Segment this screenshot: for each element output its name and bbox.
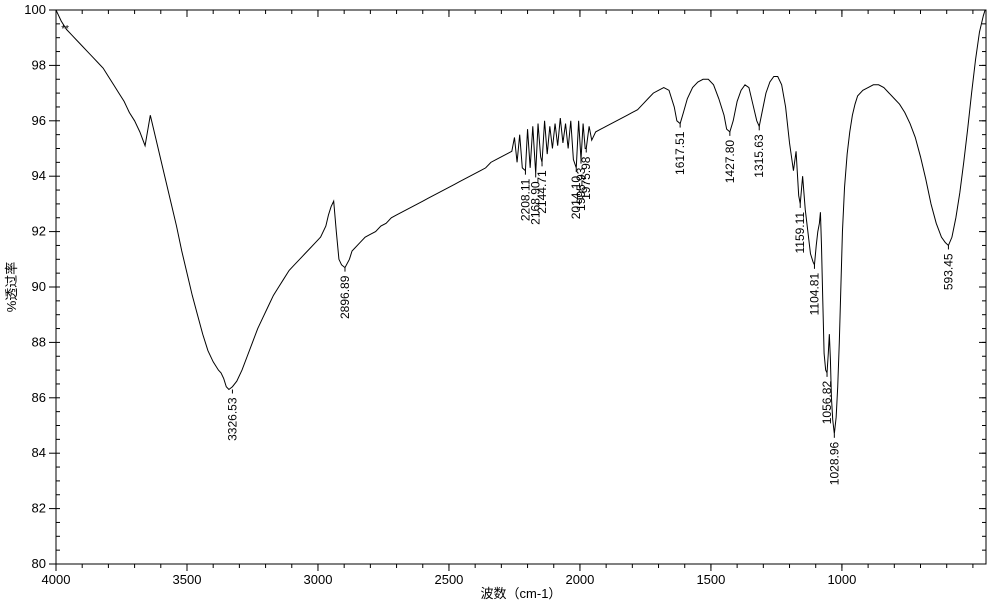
x-tick-label: 2500 <box>434 572 463 587</box>
peak-label: 3326.53 <box>225 397 239 441</box>
y-tick-label: 84 <box>32 445 46 460</box>
x-tick-label: 2000 <box>565 572 594 587</box>
peak-label: 2896.89 <box>338 275 352 319</box>
peak-label: 1104.81 <box>807 273 821 316</box>
y-tick-label: 98 <box>32 57 46 72</box>
peak-label: 1975.98 <box>579 156 593 200</box>
peak-label: 2144.71 <box>535 170 549 214</box>
peak-label: 1159.11 <box>793 212 807 254</box>
x-tick-label: 3000 <box>304 572 333 587</box>
peak-label: 593.45 <box>941 253 955 290</box>
peak-label: 1427.80 <box>723 140 737 184</box>
y-tick-label: 82 <box>32 501 46 516</box>
peak-label: 1617.51 <box>673 131 687 175</box>
plot-border <box>56 10 986 564</box>
peak-label: 1315.63 <box>752 134 766 178</box>
x-tick-label: 1000 <box>827 572 856 587</box>
y-tick-label: 92 <box>32 224 46 239</box>
x-tick-label: 3500 <box>173 572 202 587</box>
y-tick-label: 90 <box>32 279 46 294</box>
x-tick-label: 1500 <box>696 572 725 587</box>
marker-asterisk: ** <box>61 24 69 35</box>
y-tick-label: 88 <box>32 334 46 349</box>
x-tick-label: 4000 <box>42 572 71 587</box>
y-tick-label: 96 <box>32 113 46 128</box>
y-axis-label: %透过率 <box>4 262 19 313</box>
y-tick-label: 100 <box>24 2 46 17</box>
ir-spectrum-chart: 4000 3500 3000 2500 2000 1500 1000 80 82 84 86 88 90… <box>0 0 1000 604</box>
y-tick-label: 94 <box>32 168 46 183</box>
y-tick-label: 80 <box>32 556 46 571</box>
peak-label: 1056.82 <box>820 381 834 425</box>
y-tick-label: 86 <box>32 390 46 405</box>
x-axis-label: 波数（cm-1） <box>481 586 562 601</box>
peak-label: 1028.96 <box>827 441 841 485</box>
